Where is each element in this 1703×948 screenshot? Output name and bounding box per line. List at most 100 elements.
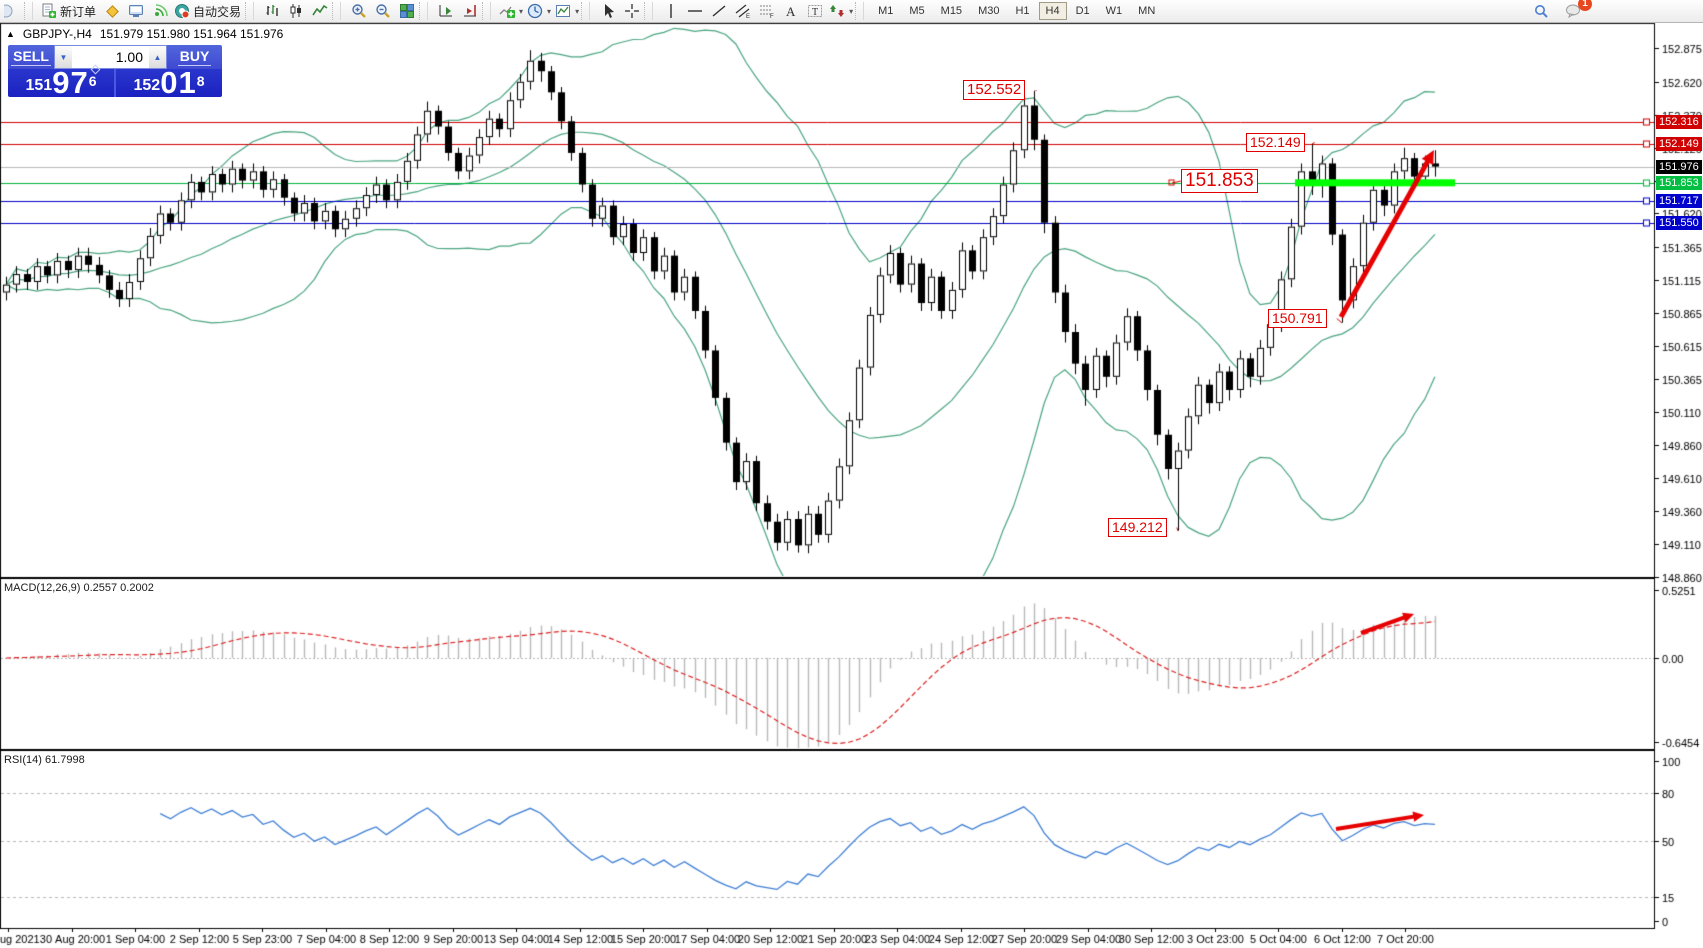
timeframe-button-m5[interactable]: M5 [909,5,925,17]
periods-button[interactable]: ▾ [525,1,553,21]
equidistant-channel-button[interactable]: E [731,1,755,21]
svg-text:E: E [746,14,750,19]
bar-chart-icon [264,3,280,19]
clipped-button[interactable] [0,1,24,21]
fibonacci-button[interactable]: F [755,1,779,21]
autotrading-button[interactable]: 自动交易 [172,1,245,21]
toolbar-separator [419,2,429,20]
toolbar-separator [332,2,342,20]
market-watch-icon [104,3,120,19]
price-tag-151.853: 151.853 [1656,175,1702,190]
tile-windows-icon [399,3,415,19]
price-annotation-152.552[interactable]: 152.552 [963,80,1026,100]
toolbar-separator [24,2,33,20]
candlestick-chart-icon [288,3,304,19]
price-annotation-152.149[interactable]: 152.149 [1246,133,1305,152]
macd-values: 0.2557 0.2002 [83,582,154,594]
chevron-down-icon[interactable]: ▾ [849,6,854,16]
zoom-in-button[interactable] [347,1,371,21]
chart-shift-icon [462,3,478,19]
timeframe-button-m30[interactable]: M30 [978,5,1000,17]
indicators-icon [499,3,516,19]
notifications-icon[interactable]: 1 [1561,0,1592,21]
buy-price[interactable]: 152 01 8 [133,65,205,100]
fibonacci-icon: F [759,3,775,19]
symbol-period-label: GBPJPY-,H4 [22,27,92,41]
timeframe-button-w1[interactable]: W1 [1105,5,1123,17]
autotrading-icon [174,3,190,19]
price-annotation-149.212[interactable]: 149.212 [1108,518,1167,537]
cursor-button[interactable] [596,1,620,21]
tile-windows-button[interactable] [395,1,419,21]
signals-button[interactable] [148,1,172,21]
search-icon[interactable] [1529,1,1553,21]
market-watch-button[interactable] [100,1,124,21]
new-order-label: 新订单 [60,4,97,19]
timeframe-button-m1[interactable]: M1 [878,5,894,17]
chevron-down-icon[interactable]: ▾ [575,6,580,16]
line-chart-button[interactable] [308,1,332,21]
crosshair-button[interactable] [620,1,644,21]
autotrading-label: 自动交易 [193,4,242,19]
zoom-in-icon [351,3,367,19]
market-depth-icon [128,3,144,19]
collapse-arrow-icon[interactable]: ▲ [6,29,15,39]
candlestick-chart-button[interactable] [284,1,308,21]
volume-value[interactable]: 1.00 [115,49,143,65]
buy-button[interactable]: BUY [167,45,222,69]
text-label-icon: T [807,3,823,19]
sell-button[interactable]: SELL [8,45,54,69]
svg-text:F: F [770,14,774,19]
timeframe-button-h1[interactable]: H1 [1015,5,1030,17]
toolbar-separator [855,2,865,20]
auto-scroll-icon [438,3,454,19]
equidistant-channel-icon: E [735,3,751,19]
trendline-button[interactable] [707,1,731,21]
volume-increase-button[interactable]: ▲ [149,46,166,68]
timeframe-button-h4[interactable]: H4 [1038,2,1067,20]
one-click-trading-panel: SELL ▼ 1.00 ▲ BUY 151 97 6 152 01 8 [8,45,222,100]
price-tag-151.550: 151.550 [1656,215,1702,230]
text-label-button[interactable]: T [803,1,827,21]
toolbar-separator [482,2,492,20]
chart-shift-button[interactable] [458,1,482,21]
auto-scroll-button[interactable] [434,1,458,21]
chevron-down-icon[interactable]: ▾ [519,6,524,16]
notification-badge: 1 [1578,0,1592,11]
chart-ohlc-header: ▲ GBPJPY-,H4 151.979 151.980 151.964 151… [6,27,283,41]
price-tag-152.316: 152.316 [1656,114,1702,129]
volume-decrease-button[interactable]: ▼ [55,46,72,68]
bar-chart-button[interactable] [260,1,284,21]
timeframe-button-mn[interactable]: MN [1138,5,1156,17]
signals-icon [152,3,168,19]
price-tag-151.976: 151.976 [1656,159,1702,174]
arrows-icon [829,3,845,19]
new-order-button[interactable]: 新订单 [39,1,100,21]
horizontal-line-icon [687,3,703,19]
chevron-down-icon[interactable]: ▾ [547,6,552,16]
market-depth-button[interactable] [124,1,148,21]
price-annotation-150.791[interactable]: 150.791 [1268,309,1327,328]
horizontal-line-button[interactable] [683,1,707,21]
templates-icon [555,3,571,19]
toolbar: 新订单 自动交易 ▾ ▾ ▾ E F A T ▾ M1 M5 M15 M30 H1 H4 D1 W1 MN 1 [0,0,1703,23]
toolbar-separator [245,2,255,20]
line-chart-icon [312,3,328,19]
indicators-button[interactable]: ▾ [497,1,525,21]
svg-text:A: A [786,4,796,19]
timeframe-button-d1[interactable]: D1 [1075,5,1090,17]
volume-stepper: ▼ 1.00 ▲ [54,45,167,69]
vertical-line-icon [663,3,679,19]
text-button[interactable]: A [779,1,803,21]
vertical-line-button[interactable] [659,1,683,21]
toolbar-separator [581,2,591,20]
price-tag-151.717: 151.717 [1656,193,1702,208]
templates-button[interactable]: ▾ [553,1,581,21]
arrows-button[interactable]: ▾ [827,1,855,21]
timeframe-button-m15[interactable]: M15 [940,5,963,17]
macd-pane-label: MACD(12,26,9) 0.2557 0.2002 [4,582,154,594]
zoom-out-button[interactable] [371,1,395,21]
sell-price[interactable]: 151 97 6 [8,64,116,98]
price-annotation-151.853[interactable]: 151.853 [1181,169,1258,193]
